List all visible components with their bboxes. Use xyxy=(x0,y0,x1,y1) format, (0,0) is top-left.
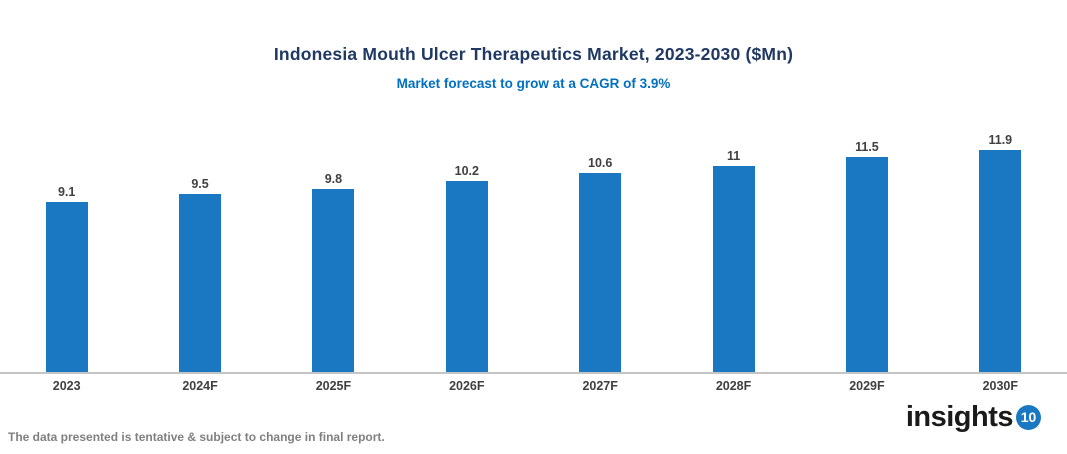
x-axis-tick-label: 2026F xyxy=(449,379,485,393)
bar xyxy=(312,189,355,373)
bar-column: 10.2 xyxy=(400,133,533,373)
bar-value-label: 11.5 xyxy=(855,140,879,154)
x-axis-tick-label: 2030F xyxy=(982,379,1019,393)
bar-column: 9.1 xyxy=(0,133,133,373)
bar-value-label: 9.5 xyxy=(191,177,209,191)
x-axis-tick-label: 2023 xyxy=(52,379,81,393)
bar xyxy=(845,157,888,373)
bar-column: 9.8 xyxy=(267,133,400,373)
bar-value-label: 10.6 xyxy=(588,156,613,170)
chart-subtitle: Market forecast to grow at a CAGR of 3.9… xyxy=(396,76,671,91)
bar xyxy=(45,202,88,373)
x-axis-labels-row: 2023 2024F 2025F 2026F 2027F 2028F 2029F… xyxy=(0,379,1067,393)
bar-value-label: 11 xyxy=(726,149,741,163)
bar-value-label: 9.1 xyxy=(57,185,76,199)
bar-value-label: 9.8 xyxy=(324,172,343,186)
logo-wordmark: insights xyxy=(905,401,1014,433)
x-axis-tick-label: 2024F xyxy=(182,379,218,393)
x-axis-line xyxy=(0,372,1067,374)
x-axis-tick-label: 2028F xyxy=(715,379,752,393)
chart-title: Indonesia Mouth Ulcer Therapeutics Marke… xyxy=(273,44,794,64)
bar-column: 11.9 xyxy=(934,133,1067,373)
logo-badge-10: 10 xyxy=(1016,405,1041,430)
bar-column: 9.5 xyxy=(133,133,266,373)
bar-value-label: 10.2 xyxy=(454,164,479,178)
bar-value-label: 11.9 xyxy=(988,133,1013,147)
insights10-logo: insights 10 xyxy=(906,403,1041,432)
bar xyxy=(445,181,488,373)
bar-column: 11.5 xyxy=(800,133,933,373)
bar-column: 10.6 xyxy=(534,133,667,373)
x-axis-tick-label: 2025F xyxy=(315,379,352,393)
bar-column: 11 xyxy=(667,133,800,373)
bar-chart-plot-area: 9.1 9.5 9.8 10.2 10.6 11 11.5 11.9 xyxy=(0,133,1067,373)
x-axis-tick-label: 2027F xyxy=(582,379,618,393)
bar xyxy=(979,150,1022,373)
bar xyxy=(579,173,622,373)
bar xyxy=(179,194,222,373)
x-axis-tick-label: 2029F xyxy=(849,379,885,393)
bar xyxy=(712,166,755,373)
disclaimer-text: The data presented is tentative & subjec… xyxy=(8,430,385,444)
